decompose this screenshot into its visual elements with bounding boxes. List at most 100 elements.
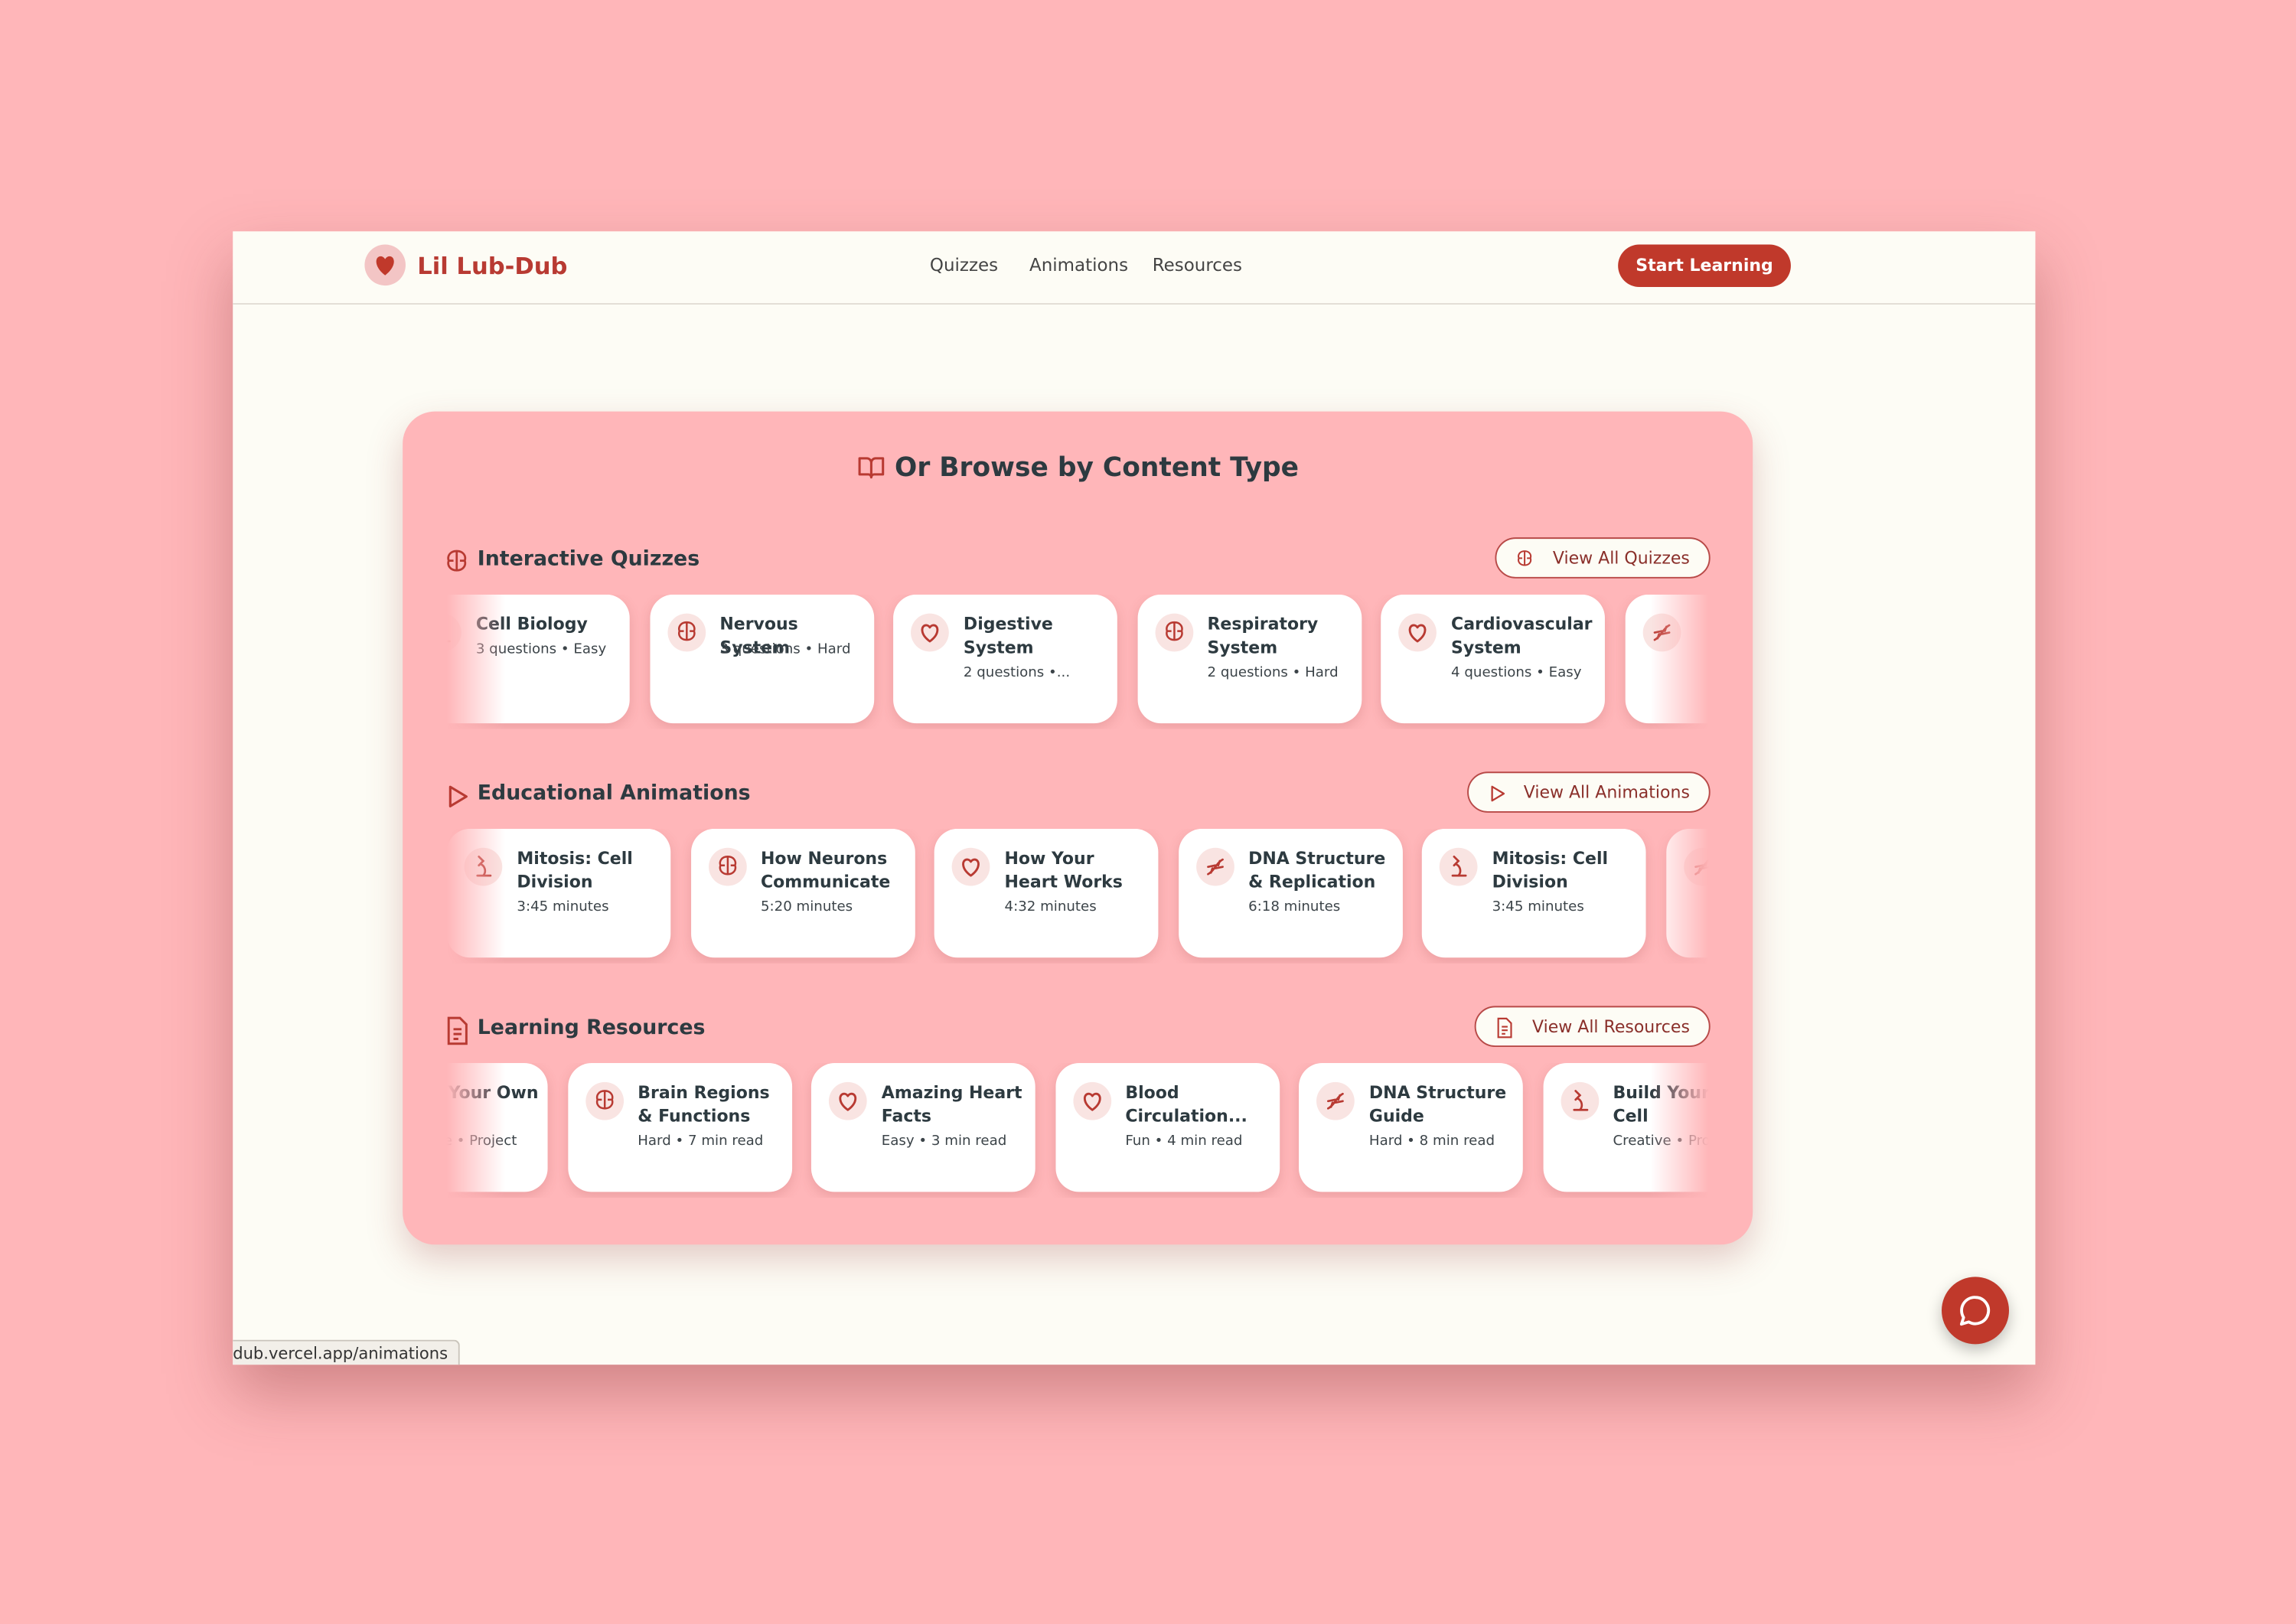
card-title: DNA Structure & Replication: [1248, 847, 1386, 892]
card-title: Mitosis: Cell Division: [517, 847, 633, 892]
card[interactable]: Mitosis: Cell Division 3:45 minutes: [1421, 828, 1646, 958]
card-title: Build Your Own Cell: [1613, 1081, 1709, 1127]
card-meta: Fun • 4 min read: [1125, 1133, 1243, 1150]
button-text: View All Animations: [1523, 781, 1690, 803]
card-meta: 5:20 minutes: [760, 898, 853, 915]
nav-link[interactable]: Animations: [1029, 254, 1129, 276]
nav-link[interactable]: Quizzes: [929, 254, 999, 276]
header: Lil Lub-Dub Quizzes Animations Resources…: [233, 231, 2036, 305]
section-icon: [442, 1015, 475, 1047]
card-icon: [446, 613, 461, 652]
card[interactable]: Build Your Own Cell Creative • Project: [446, 1063, 548, 1192]
card-icon: [951, 847, 990, 886]
book-icon: [858, 457, 885, 479]
card[interactable]: Nervous System 3 questions • Hard: [649, 594, 874, 724]
card-title: Mitosis: Cell Division: [1492, 847, 1609, 892]
view-all-button[interactable]: View All Resources: [1475, 1006, 1711, 1047]
card[interactable]: How Neurons Communicate 5:20 minutes: [690, 828, 915, 958]
panel-title: Or Browse by Content Type: [403, 452, 1753, 483]
card-meta: 2 questions • Hard: [1207, 664, 1339, 681]
card[interactable]: Brain Regions & Functions Hard • 7 min re…: [567, 1063, 792, 1192]
card-meta: 2 questions •...: [963, 664, 1071, 681]
button-text: View All Quizzes: [1552, 547, 1690, 569]
card-meta: 4 questions • Easy: [1451, 664, 1582, 681]
chat-icon: [1959, 1296, 1991, 1326]
card-title: Build Your Own Cell: [447, 1081, 539, 1103]
card-icon: [1683, 847, 1709, 886]
card-title: Digestive System: [963, 613, 1053, 658]
card-title: Cardiovascular System: [1451, 613, 1593, 658]
view-all-button[interactable]: View All Animations: [1466, 771, 1711, 813]
card[interactable]: Cell Biology 3 questions • Easy: [446, 594, 630, 724]
card-meta: 3:45 minutes: [517, 898, 609, 915]
card[interactable]: Amazing Heart Facts Easy • 3 min read: [810, 1063, 1035, 1192]
card[interactable]: Blood Circulation... Fun • 4 min read: [1055, 1063, 1280, 1192]
card-row: Mitosis: Cell Division 3:45 minutes How Ne…: [446, 828, 1709, 964]
card-title: How Neurons Communicate: [760, 847, 891, 892]
card-icon: [828, 1081, 867, 1120]
card-title: Nervous System: [719, 613, 798, 658]
card[interactable]: Respiratory System 2 questions • Hard: [1137, 594, 1362, 724]
card-icon: [464, 847, 503, 886]
card-icon: [1398, 613, 1437, 652]
card-title: Brain Regions & Functions: [638, 1081, 770, 1127]
card-icon: [708, 847, 746, 886]
card[interactable]: DNA Structure Guide Hard • 8 min read: [1299, 1063, 1523, 1192]
section-title: Interactive Quizzes: [477, 547, 700, 572]
card-title: Amazing Heart Facts: [881, 1081, 1022, 1127]
logo: [364, 244, 406, 286]
card-icon: [1195, 847, 1234, 886]
card-meta: 6:18 minutes: [1248, 898, 1341, 915]
card[interactable]: Digestive System 2 questions •...: [893, 594, 1117, 724]
card[interactable]: How Your Heart Works 4:32 minutes: [934, 828, 1159, 958]
card-meta: 3 questions • Hard: [719, 641, 851, 658]
card-row: Build Your Own Cell Creative • Project Bra…: [446, 1063, 1709, 1198]
chat-button[interactable]: [1941, 1277, 2010, 1345]
card-icon: [585, 1081, 624, 1120]
view-all-button[interactable]: View All Quizzes: [1495, 537, 1711, 579]
section-icon: [442, 546, 475, 579]
card-meta: Hard • 7 min read: [638, 1133, 764, 1150]
cta-button[interactable]: Start Learning: [1618, 244, 1791, 288]
card-meta: Creative • Project: [447, 1133, 517, 1150]
button-icon: [1494, 1015, 1518, 1039]
card-meta: 3 questions • Easy: [475, 641, 607, 658]
card-title: Cell Biology: [475, 613, 588, 634]
card[interactable]: DNA Structure & Replication 6:18 minutes: [1178, 828, 1402, 958]
section-icon: [442, 781, 475, 813]
card-icon: [1642, 613, 1681, 652]
card-icon: [911, 613, 949, 652]
brand[interactable]: Lil Lub-Dub: [417, 252, 568, 280]
card-meta: Creative • Project: [1613, 1133, 1709, 1150]
card-meta: 3:45 minutes: [1492, 898, 1584, 915]
button-icon: [1486, 781, 1509, 804]
card-icon: [1154, 613, 1193, 652]
card-icon: [1072, 1081, 1111, 1120]
nav-link[interactable]: Resources: [1152, 254, 1243, 276]
section-title: Learning Resources: [477, 1016, 706, 1040]
card-title: Blood Circulation...: [1125, 1081, 1247, 1127]
section-title: Educational Animations: [477, 781, 751, 806]
card-icon: [667, 613, 706, 652]
card[interactable]: [1624, 594, 1709, 724]
browser-window: Lil Lub-Dub Quizzes Animations Resources…: [233, 231, 2036, 1365]
logo-icon: [376, 256, 394, 276]
button-text: View All Resources: [1532, 1016, 1690, 1037]
panel-title-text: Or Browse by Content Type: [895, 452, 1300, 484]
card-title: Respiratory System: [1207, 613, 1319, 658]
card-row: Cell Biology 3 questions • Easy Nervous Sy…: [446, 594, 1709, 729]
card-icon: [1439, 847, 1478, 886]
card-icon: [1560, 1081, 1599, 1120]
card-title: How Your Heart Works: [1004, 847, 1123, 892]
card-meta: 4:32 minutes: [1004, 898, 1097, 915]
card-meta: Hard • 8 min read: [1368, 1133, 1495, 1150]
card[interactable]: Build Your Own Cell Creative • Project: [1542, 1063, 1709, 1192]
card[interactable]: [1665, 828, 1709, 958]
card[interactable]: Cardiovascular System 4 questions • Easy: [1381, 594, 1605, 724]
card[interactable]: Mitosis: Cell Division 3:45 minutes: [446, 828, 671, 958]
card-meta: Easy • 3 min read: [881, 1133, 1007, 1150]
button-icon: [1515, 546, 1538, 570]
browse-panel: Or Browse by Content Type Interactive Qu…: [403, 411, 1753, 1245]
